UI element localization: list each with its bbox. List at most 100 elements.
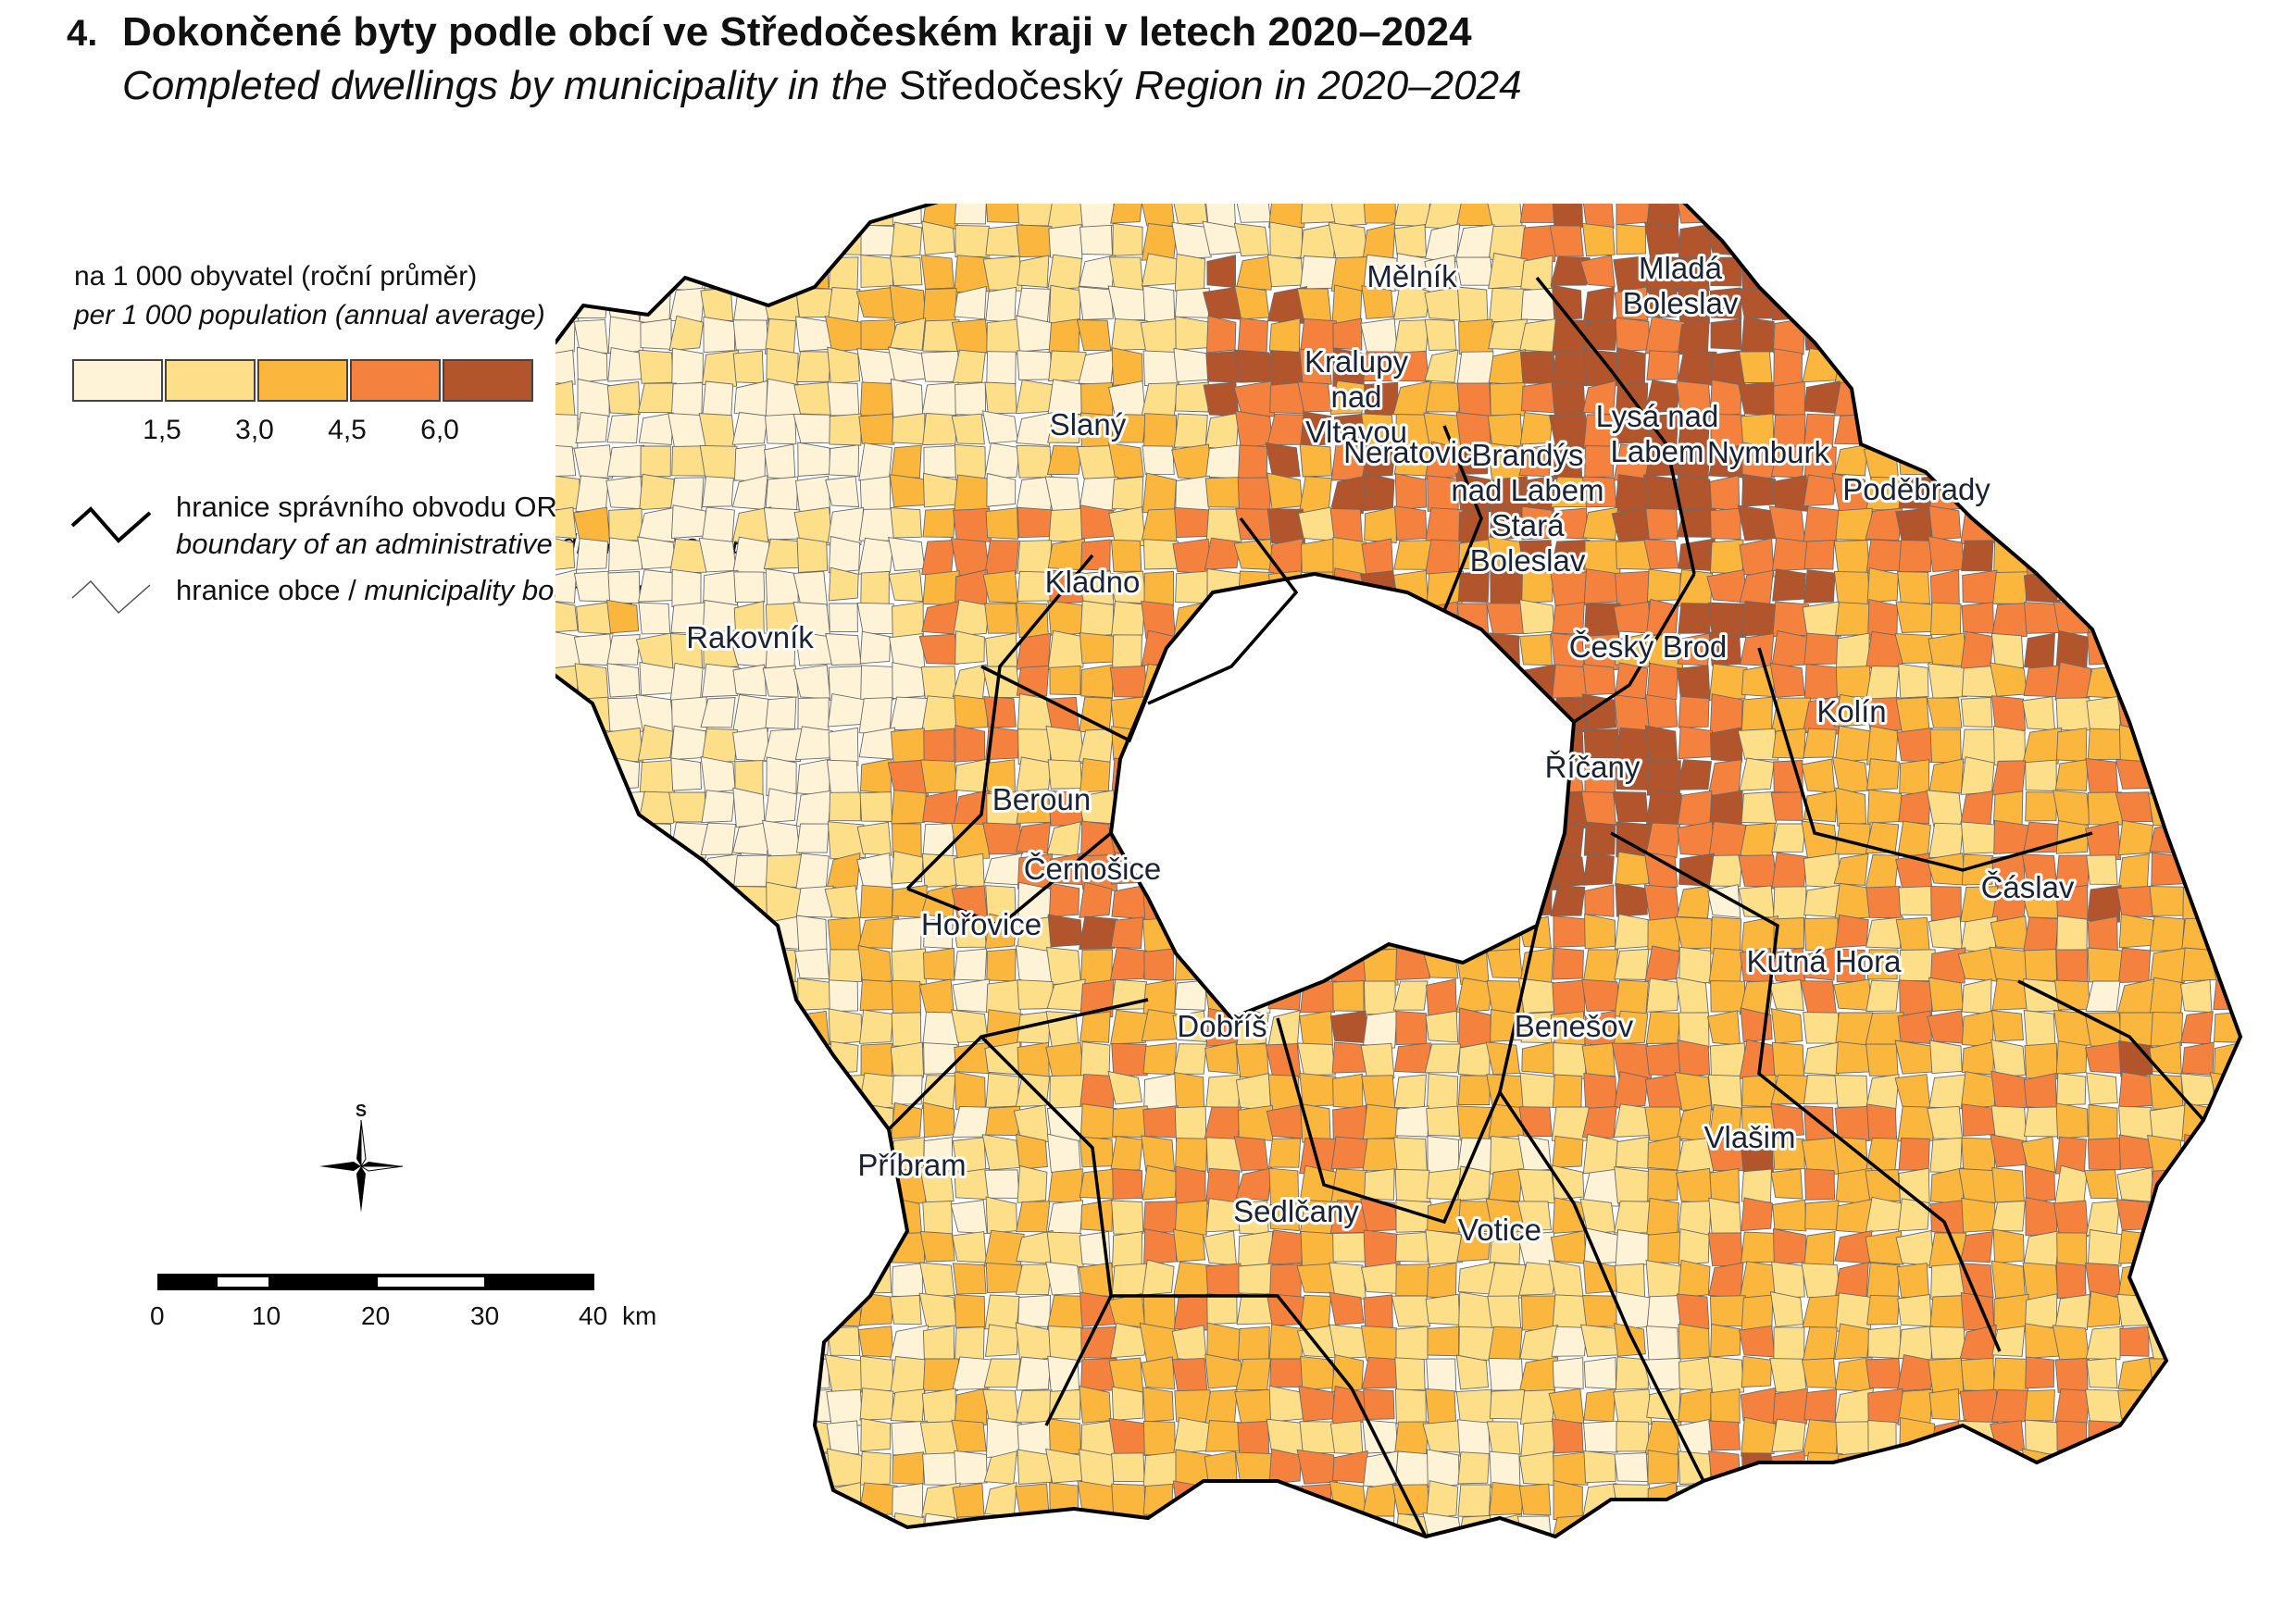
municipality-cell	[2244, 1294, 2259, 1330]
municipality-cell	[2025, 474, 2059, 508]
municipality-cell	[1769, 662, 1805, 698]
municipality-cell	[860, 254, 893, 288]
municipality-cell	[2119, 1483, 2151, 1516]
municipality-cell	[637, 724, 674, 761]
municipality-cell	[765, 413, 797, 445]
municipality-cell	[1300, 411, 1331, 447]
municipality-cell	[984, 1294, 1020, 1330]
municipality-cell	[826, 853, 861, 890]
municipality-cell	[555, 1451, 580, 1484]
municipality-cell	[2024, 350, 2057, 386]
municipality-cell	[1929, 569, 1960, 608]
municipality-cell	[1898, 790, 1931, 825]
municipality-cell	[1865, 1358, 1902, 1389]
municipality-cell	[1675, 255, 1710, 292]
orp-label-21: Benešov	[1515, 1009, 1634, 1043]
municipality-cell	[860, 1417, 892, 1452]
municipality-cell	[1329, 1010, 1368, 1044]
municipality-cell	[1235, 255, 1275, 291]
municipality-cell	[670, 725, 706, 761]
municipality-cell	[1048, 507, 1086, 542]
municipality-cell	[1803, 790, 1838, 823]
municipality-cell	[825, 633, 862, 666]
municipality-cell	[1552, 664, 1589, 699]
municipality-cell	[2245, 1547, 2259, 1581]
municipality-cell	[1048, 223, 1083, 260]
municipality-cell	[891, 1012, 922, 1047]
municipality-cell	[1457, 1451, 1490, 1485]
municipality-cell	[1897, 1293, 1932, 1327]
municipality-cell	[1269, 221, 1304, 260]
municipality-cell	[2246, 317, 2259, 352]
municipality-cell	[2212, 666, 2240, 702]
municipality-cell	[1045, 725, 1085, 765]
municipality-cell	[702, 204, 735, 228]
municipality-cell	[859, 1450, 892, 1486]
municipality-cell	[1584, 914, 1616, 950]
municipality-cell	[1582, 852, 1615, 886]
municipality-cell	[918, 1292, 958, 1328]
municipality-cell	[1583, 568, 1619, 604]
municipality-cell	[795, 1199, 834, 1238]
municipality-cell	[1455, 1388, 1494, 1425]
orp-label-23: Příbram	[857, 1148, 966, 1182]
municipality-cell	[670, 1101, 704, 1141]
municipality-cell	[1990, 915, 2029, 951]
municipality-cell	[2214, 630, 2240, 665]
municipality-cell	[1298, 476, 1332, 513]
orp-label-4: Neratovice	[1343, 435, 1490, 469]
municipality-cell	[1582, 664, 1616, 696]
municipality-cell	[1234, 285, 1270, 320]
municipality-cell	[1016, 444, 1053, 479]
municipality-cell	[1426, 1073, 1459, 1112]
municipality-cell	[1582, 1133, 1618, 1175]
municipality-cell	[1802, 1326, 1838, 1363]
municipality-cell	[2150, 696, 2181, 734]
municipality-cell	[1678, 1388, 1713, 1425]
municipality-cell	[555, 1356, 580, 1389]
municipality-cell	[1425, 382, 1462, 413]
municipality-cell	[2055, 1513, 2091, 1537]
municipality-cell	[1865, 316, 1903, 355]
municipality-cell	[1236, 1007, 1269, 1047]
municipality-cell	[671, 1450, 704, 1487]
municipality-cell	[1674, 1071, 1713, 1111]
municipality-cell	[2119, 1326, 2150, 1357]
municipality-cell	[1583, 1420, 1618, 1453]
municipality-cell	[891, 728, 926, 765]
municipality-cell	[1741, 1197, 1773, 1232]
municipality-cell	[1046, 1231, 1084, 1268]
municipality-cell	[2241, 1013, 2259, 1046]
municipality-cell	[1738, 381, 1778, 416]
municipality-cell	[1143, 948, 1174, 981]
municipality-cell	[1360, 1325, 1400, 1362]
municipality-cell	[1894, 1039, 1936, 1075]
municipality-cell	[1330, 1548, 1368, 1582]
municipality-cell	[2149, 886, 2188, 916]
municipality-cell	[1741, 442, 1776, 480]
municipality-cell	[1455, 1354, 1489, 1390]
municipality-cell	[2212, 1548, 2245, 1579]
municipality-cell	[1992, 204, 2028, 224]
municipality-cell	[1834, 725, 1871, 763]
municipality-cell	[2214, 1389, 2240, 1424]
municipality-cell	[2244, 349, 2259, 385]
municipality-cell	[1992, 571, 2028, 604]
municipality-cell	[2087, 1228, 2123, 1269]
municipality-cell	[2085, 757, 2119, 797]
scale-label-40: 40	[579, 1301, 608, 1330]
municipality-cell	[2023, 381, 2061, 417]
municipality-cell	[702, 380, 734, 419]
municipality-cell	[1770, 1102, 1805, 1138]
municipality-cell	[951, 822, 991, 860]
municipality-cell	[2245, 1229, 2259, 1267]
municipality-cell	[2213, 1135, 2240, 1175]
municipality-cell	[793, 1484, 831, 1519]
municipality-cell	[1644, 725, 1678, 766]
municipality-cell	[732, 727, 770, 763]
legend-break-3: 4,5	[328, 415, 367, 445]
municipality-cell	[1801, 1263, 1841, 1299]
municipality-cell	[986, 948, 1017, 982]
municipality-cell	[1741, 1074, 1777, 1108]
municipality-cell	[1552, 602, 1585, 635]
